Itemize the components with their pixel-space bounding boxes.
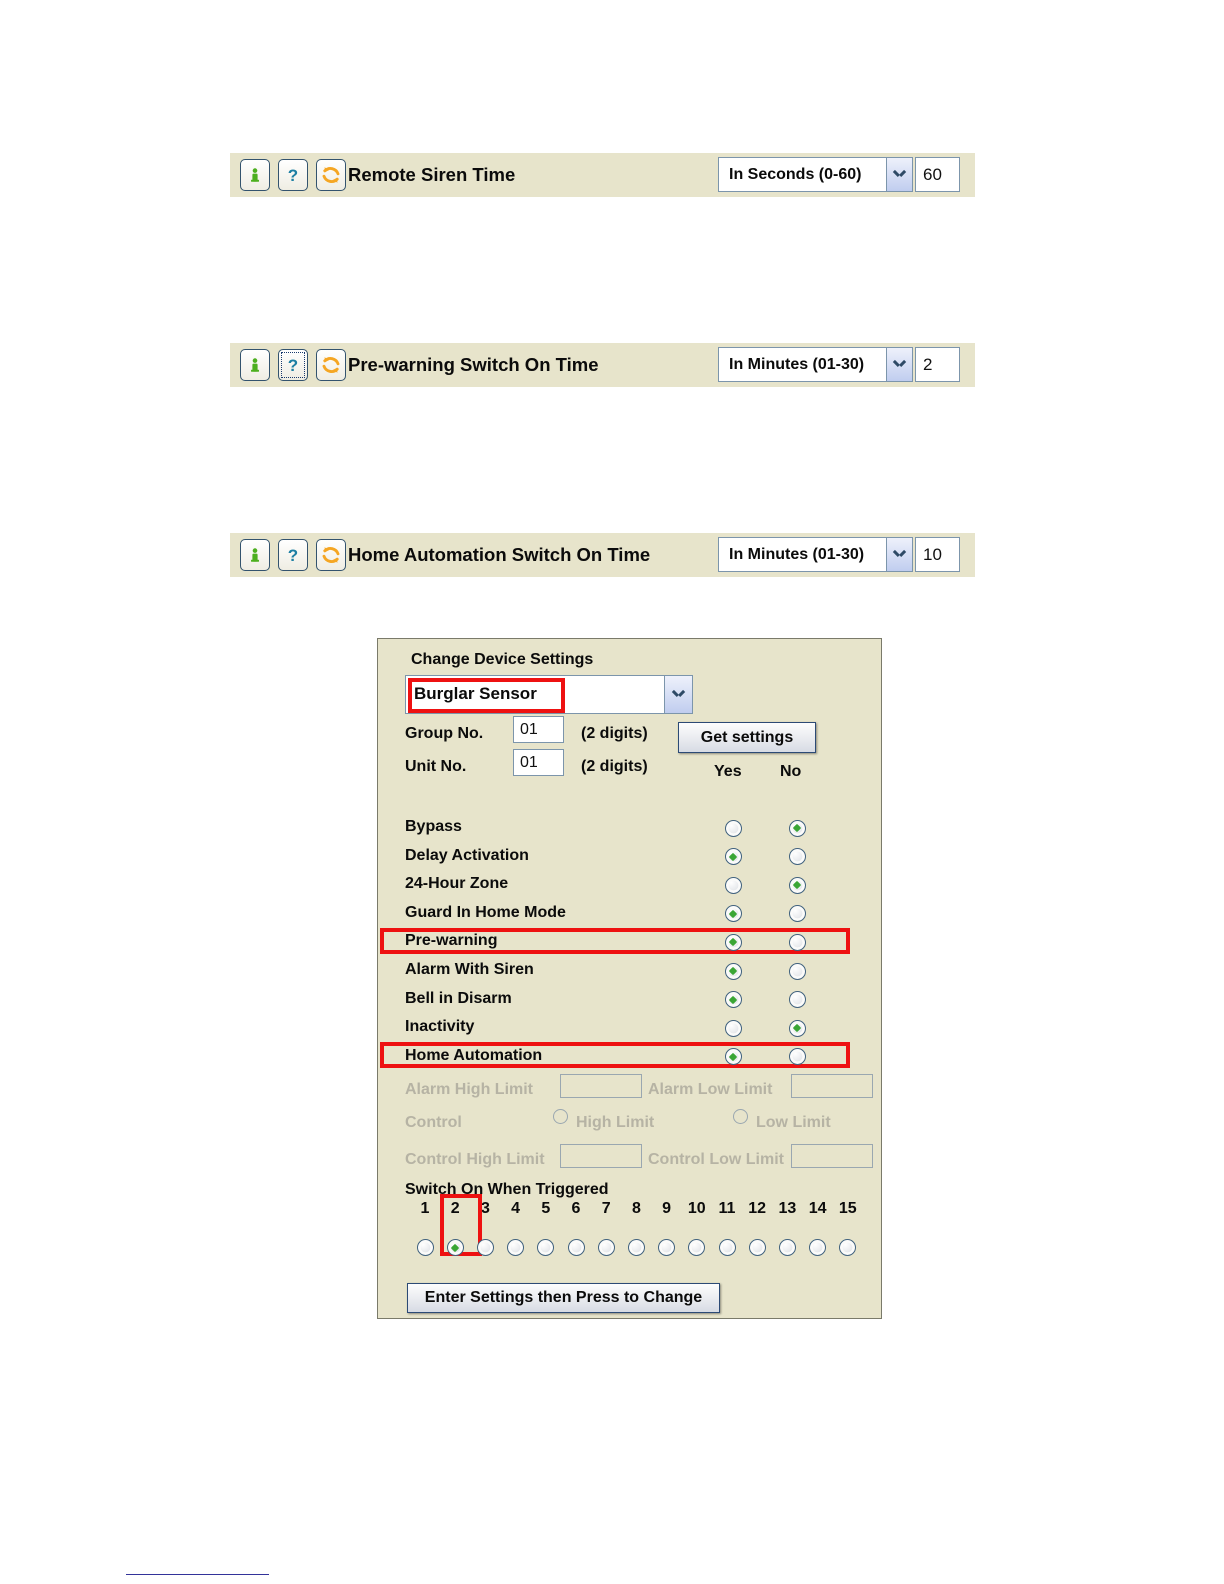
- svg-text:?: ?: [288, 546, 298, 565]
- svg-text:?: ?: [288, 166, 298, 185]
- svg-text:?: ?: [288, 356, 298, 375]
